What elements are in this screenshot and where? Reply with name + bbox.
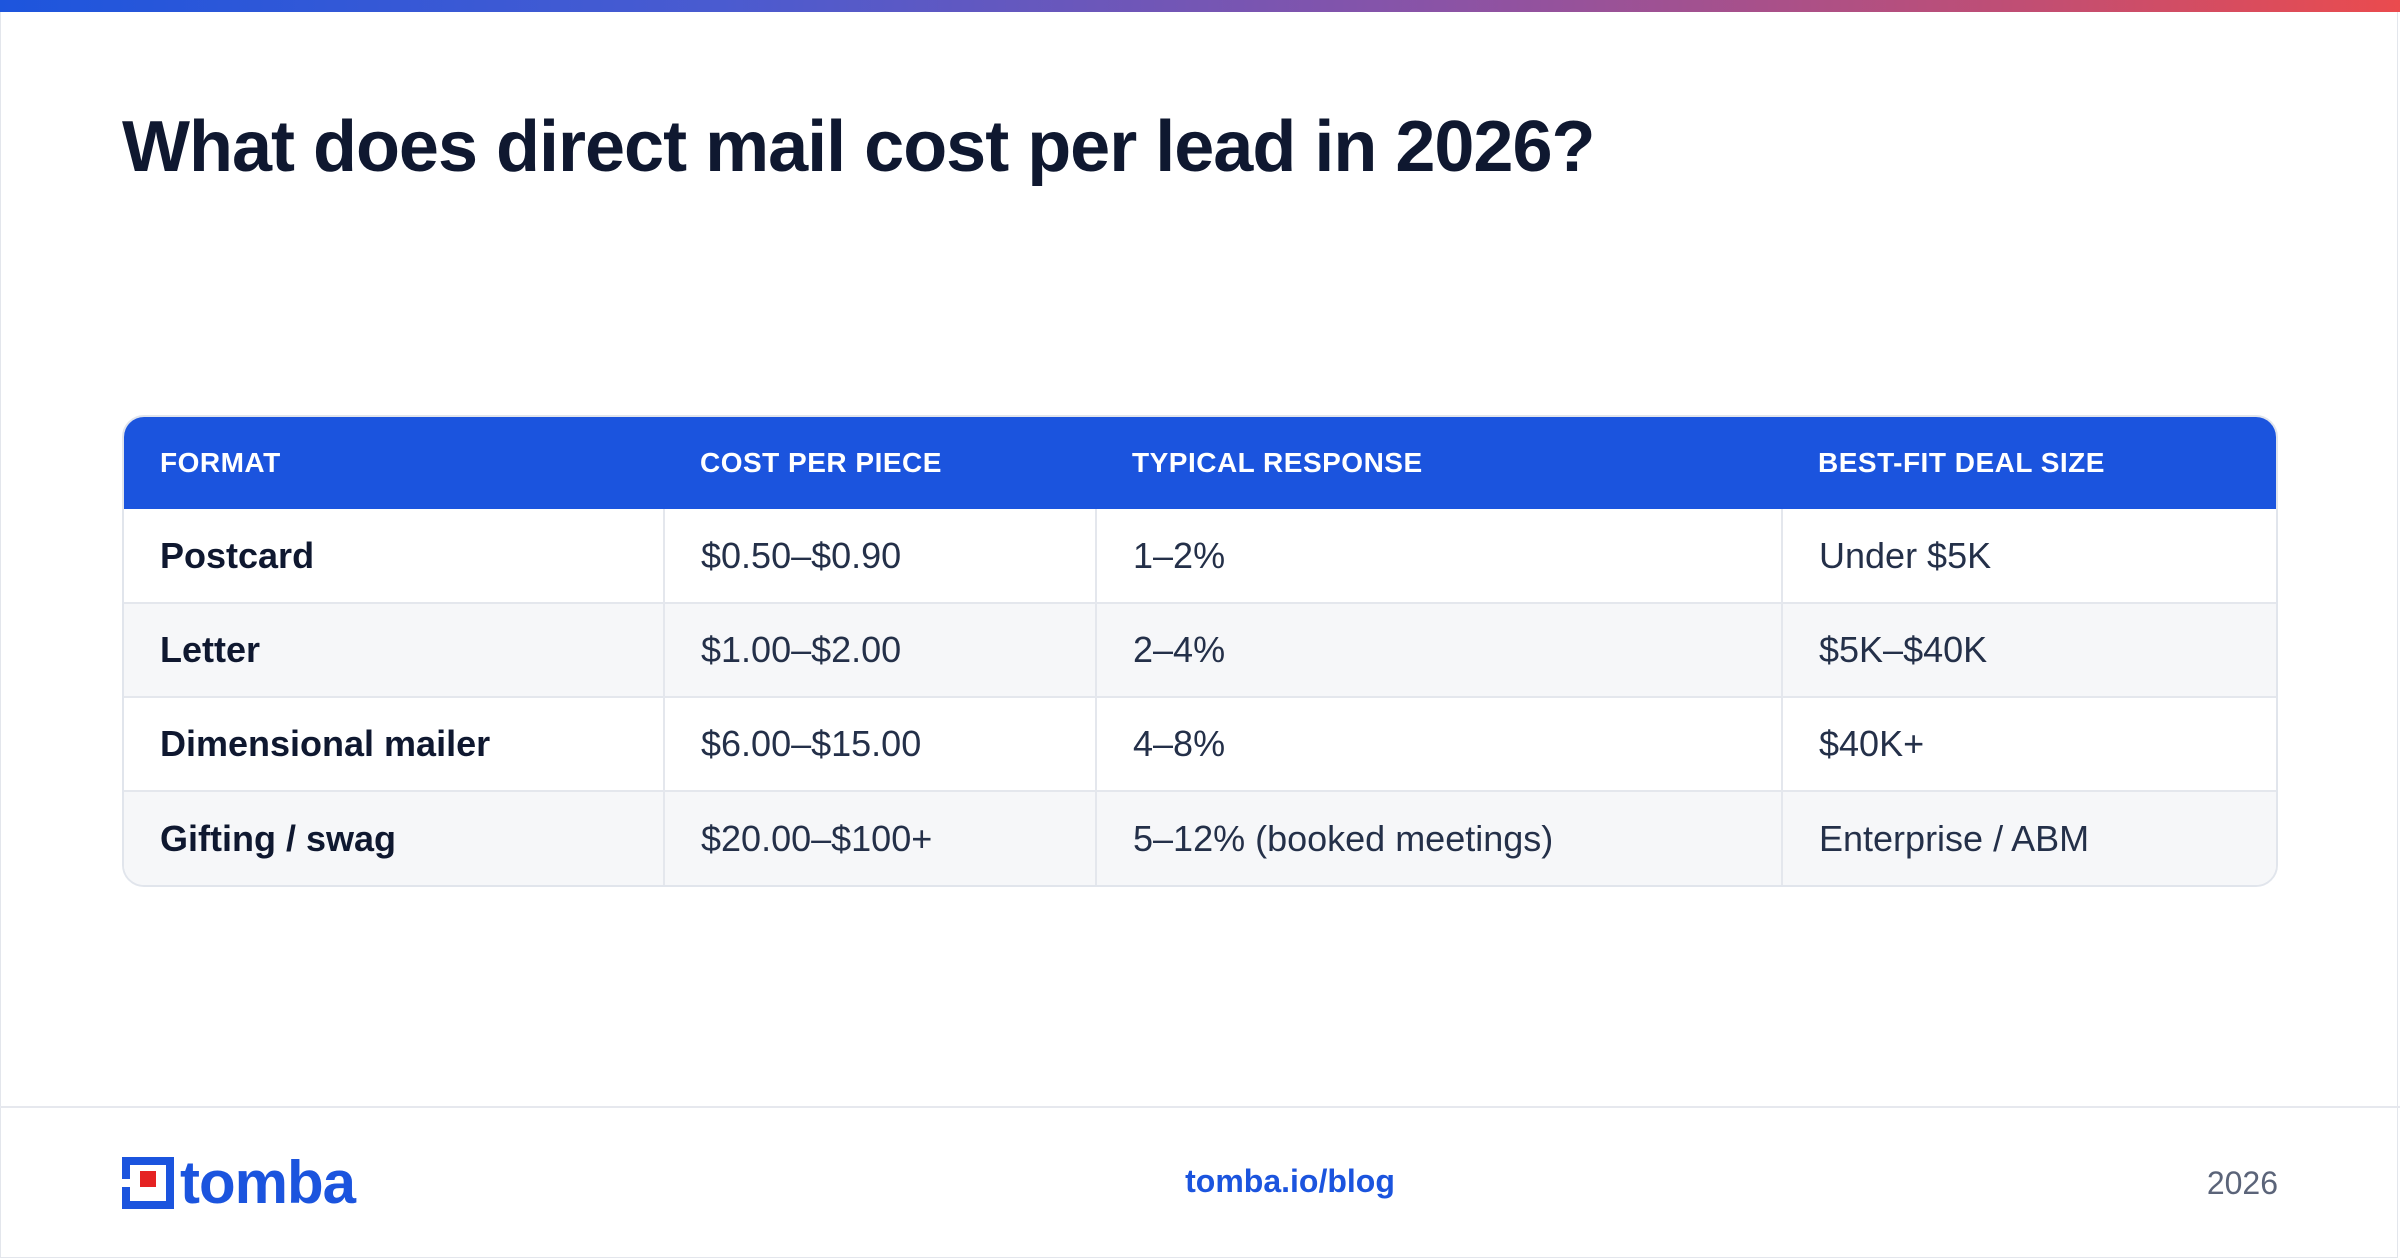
response-cell: 2–4%	[1095, 602, 1782, 697]
format-cell: Gifting / swag	[124, 790, 664, 885]
header-format: FORMAT	[160, 447, 281, 478]
deal-size-cell: Enterprise / ABM	[1781, 790, 2276, 885]
format-cell: Letter	[124, 602, 664, 697]
table-row: Gifting / swag $20.00–$100+ 5–12% (booke…	[124, 790, 2276, 885]
deal-size-cell: $40K+	[1781, 696, 2276, 791]
deal-size-cell: $5K–$40K	[1781, 602, 2276, 697]
footer-year: 2026	[2206, 1165, 2278, 1201]
response-cell: 5–12% (booked meetings)	[1095, 790, 1782, 885]
format-cell: Dimensional mailer	[124, 696, 664, 791]
header-typical-response: TYPICAL RESPONSE	[1132, 447, 1423, 478]
deal-size-cell: Under $5K	[1781, 509, 2276, 603]
table-row: Dimensional mailer $6.00–$15.00 4–8% $40…	[124, 696, 2276, 791]
cost-table: FORMAT COST PER PIECE TYPICAL RESPONSE B…	[122, 415, 2278, 887]
gradient-top-bar	[0, 0, 2400, 12]
cost-cell: $20.00–$100+	[663, 790, 1096, 885]
header-best-fit-deal-size: BEST-FIT DEAL SIZE	[1818, 447, 2105, 478]
cost-cell: $6.00–$15.00	[663, 696, 1096, 791]
blog-link[interactable]: tomba.io/blog	[1185, 1163, 1395, 1199]
header-cost-per-piece: COST PER PIECE	[700, 447, 942, 478]
table-header-row: FORMAT COST PER PIECE TYPICAL RESPONSE B…	[124, 417, 2276, 509]
cost-cell: $0.50–$0.90	[663, 509, 1096, 603]
response-cell: 1–2%	[1095, 509, 1782, 603]
tomba-logo[interactable]: tomba	[122, 1149, 356, 1216]
format-cell: Postcard	[160, 534, 315, 576]
logo-wordmark: tomba	[180, 1149, 356, 1216]
table-row: Letter $1.00–$2.00 2–4% $5K–$40K	[124, 602, 2276, 697]
page-title: What does direct mail cost per lead in 2…	[122, 107, 1595, 187]
footer-divider	[0, 1106, 2400, 1108]
table-row: Postcard $0.50–$0.90 1–2% Under $5K	[124, 509, 2276, 603]
cost-cell: $1.00–$2.00	[663, 602, 1096, 697]
response-cell: 4–8%	[1095, 696, 1782, 791]
tomba-logo-icon	[122, 1157, 174, 1209]
